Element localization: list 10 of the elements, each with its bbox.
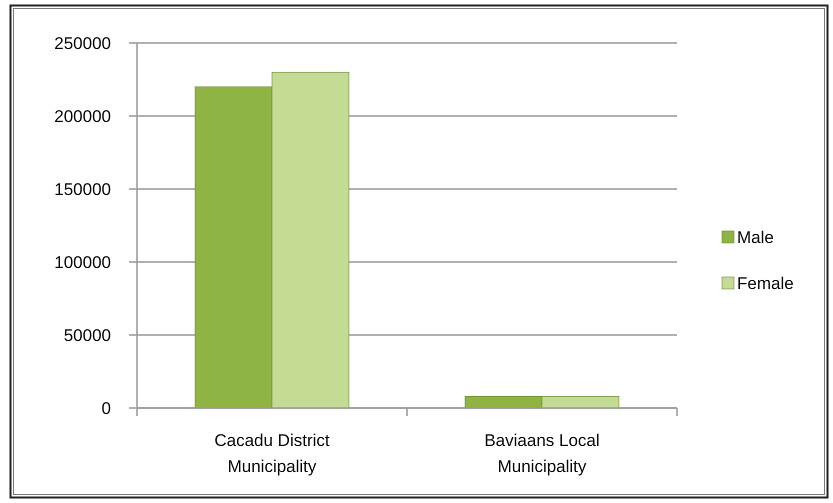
y-tick-label: 50000 xyxy=(64,326,111,345)
y-tick-label: 150000 xyxy=(54,180,111,199)
y-tick-label: 250000 xyxy=(54,34,111,53)
legend-label: Female xyxy=(737,274,794,293)
y-tick-label: 0 xyxy=(102,398,111,418)
x-tick-label: Baviaans Local Municipality xyxy=(484,431,600,476)
x-tick-label: Cacadu District Municipality xyxy=(214,431,330,476)
legend-label: Male xyxy=(737,228,774,247)
y-tick-label: 200000 xyxy=(54,106,111,126)
y-tick-label: 100000 xyxy=(54,252,111,272)
